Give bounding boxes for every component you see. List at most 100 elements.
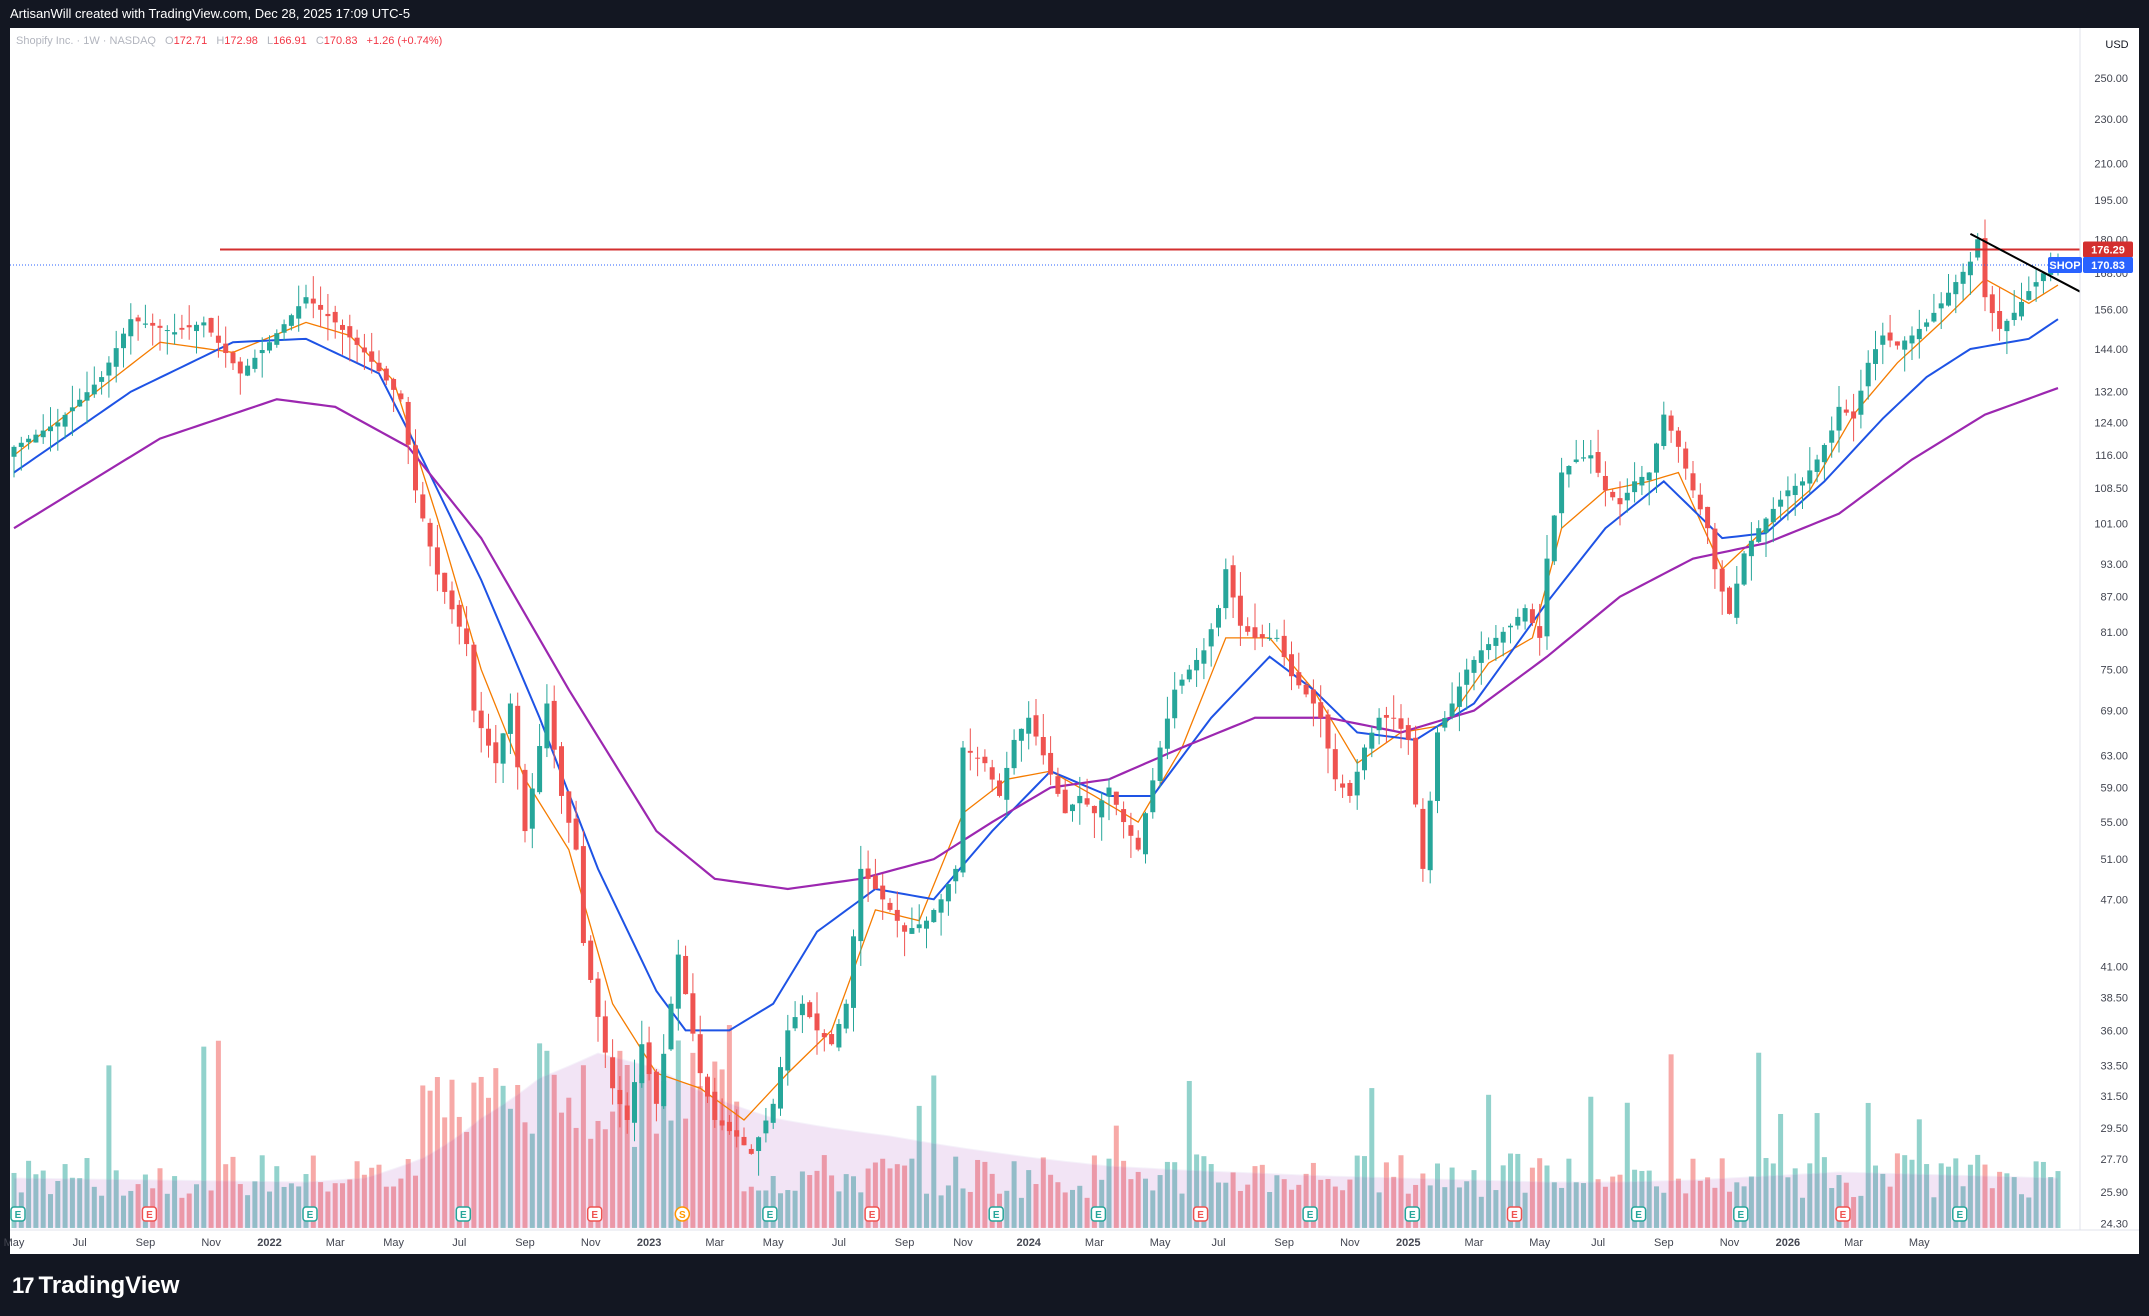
volume-bar — [442, 1117, 448, 1228]
candle-body — [916, 924, 922, 929]
volume-bar — [1719, 1158, 1725, 1228]
candle-body — [1515, 616, 1521, 626]
volume-bar — [427, 1090, 433, 1228]
volume-bar — [172, 1176, 178, 1228]
candle-body — [705, 1077, 710, 1097]
volume-bar — [1464, 1181, 1470, 1228]
candle-body — [537, 746, 543, 793]
candle-body — [551, 700, 557, 750]
candle-body — [1099, 800, 1105, 818]
candle-body — [1843, 409, 1849, 413]
event-marker-label: E — [1409, 1210, 1416, 1221]
candle-body — [989, 767, 995, 780]
candle-body — [259, 350, 265, 354]
candle-body — [829, 1034, 835, 1045]
volume-bar — [529, 1133, 535, 1228]
volume-bar — [1851, 1197, 1857, 1228]
volume-bar — [770, 1176, 776, 1228]
candle-body — [1763, 518, 1769, 533]
x-tick-label: May — [383, 1237, 404, 1249]
candle-body — [84, 392, 90, 401]
volume-bar — [595, 1120, 601, 1228]
volume-bar — [1595, 1179, 1601, 1228]
high-label: H — [216, 35, 225, 47]
volume-bar — [1858, 1195, 1864, 1228]
candle-body — [1588, 455, 1594, 459]
candle-body — [1924, 322, 1930, 327]
x-tick-label: May — [1529, 1237, 1550, 1249]
candle-body — [1135, 837, 1141, 850]
volume-bar — [851, 1176, 856, 1228]
x-tick-label: Mar — [326, 1237, 345, 1249]
volume-bar — [2048, 1177, 2054, 1228]
volume-bar — [1581, 1183, 1586, 1228]
volume-bar — [347, 1179, 353, 1228]
volume-bar — [223, 1164, 229, 1228]
y-tick-label: 47.00 — [2100, 894, 2128, 906]
volume-bar — [522, 1122, 528, 1228]
y-tick-label: 55.00 — [2100, 817, 2128, 829]
volume-bar — [376, 1164, 382, 1228]
symbol-legend[interactable]: Shopify Inc. · 1W · NASDAQ O172.71 H172.… — [16, 35, 442, 47]
candle-body — [194, 324, 199, 332]
candle-body — [1668, 415, 1674, 431]
candle-body — [1705, 506, 1711, 529]
y-tick-label: 108.50 — [2094, 483, 2128, 495]
candle-body — [1821, 444, 1827, 463]
candle-body — [902, 925, 908, 932]
candle-body — [1332, 749, 1338, 780]
candle-body — [1829, 430, 1835, 443]
candle-body — [1435, 732, 1440, 801]
candle-body — [960, 747, 966, 873]
volume-bar — [1011, 1161, 1017, 1228]
volume-bar — [1683, 1193, 1689, 1228]
candle-body — [230, 352, 236, 364]
volume-bar — [858, 1192, 864, 1228]
candle-body — [544, 703, 550, 749]
tradingview-logo[interactable]: 17 TradingView — [12, 1272, 179, 1300]
volume-bar — [632, 1146, 637, 1228]
volume-bar — [1194, 1154, 1200, 1228]
symbol-description: Shopify Inc. · 1W · NASDAQ — [16, 35, 156, 47]
price-axis — [2080, 28, 2139, 1254]
volume-bar — [1500, 1165, 1506, 1228]
volume-bar — [413, 1175, 418, 1228]
candle-body — [1143, 813, 1148, 855]
volume-bar — [1099, 1179, 1105, 1228]
volume-bar — [602, 1129, 608, 1228]
candle-body — [1179, 679, 1185, 686]
candle-body — [1478, 650, 1484, 663]
y-tick-label: 132.00 — [2094, 387, 2128, 399]
y-tick-label: 51.00 — [2100, 854, 2128, 866]
event-marker-label: E — [1511, 1210, 1518, 1221]
volume-bar — [872, 1162, 878, 1228]
candle-body — [1873, 349, 1878, 364]
volume-bar — [792, 1190, 798, 1228]
candle-body — [1595, 452, 1601, 473]
candle-body — [1398, 718, 1404, 729]
volume-bar — [1150, 1190, 1156, 1228]
candle-body — [288, 315, 294, 326]
candle-body — [1121, 809, 1127, 823]
candle-body — [1785, 490, 1791, 497]
volume-bar — [1113, 1125, 1119, 1228]
y-tick-label: 156.00 — [2094, 305, 2128, 317]
y-tick-label: 81.00 — [2100, 627, 2128, 639]
volume-bar — [690, 1052, 696, 1228]
volume-bar — [1332, 1186, 1338, 1228]
volume-bar — [741, 1191, 747, 1228]
candle-body — [1734, 583, 1740, 618]
chart-panel[interactable] — [10, 28, 2139, 1254]
candle-body — [201, 322, 207, 326]
candle-body — [1106, 787, 1112, 797]
volume-bar — [843, 1174, 849, 1228]
volume-bar — [464, 1131, 470, 1228]
event-marker-badge — [1506, 1206, 1523, 1222]
volume-bar — [1865, 1102, 1871, 1228]
y-tick-label: 31.50 — [2100, 1091, 2128, 1103]
attribution-bar: ArtisanWill created with TradingView.com… — [0, 0, 2149, 28]
volume-ma-area — [13, 1052, 2059, 1229]
volume-bar — [99, 1195, 105, 1228]
